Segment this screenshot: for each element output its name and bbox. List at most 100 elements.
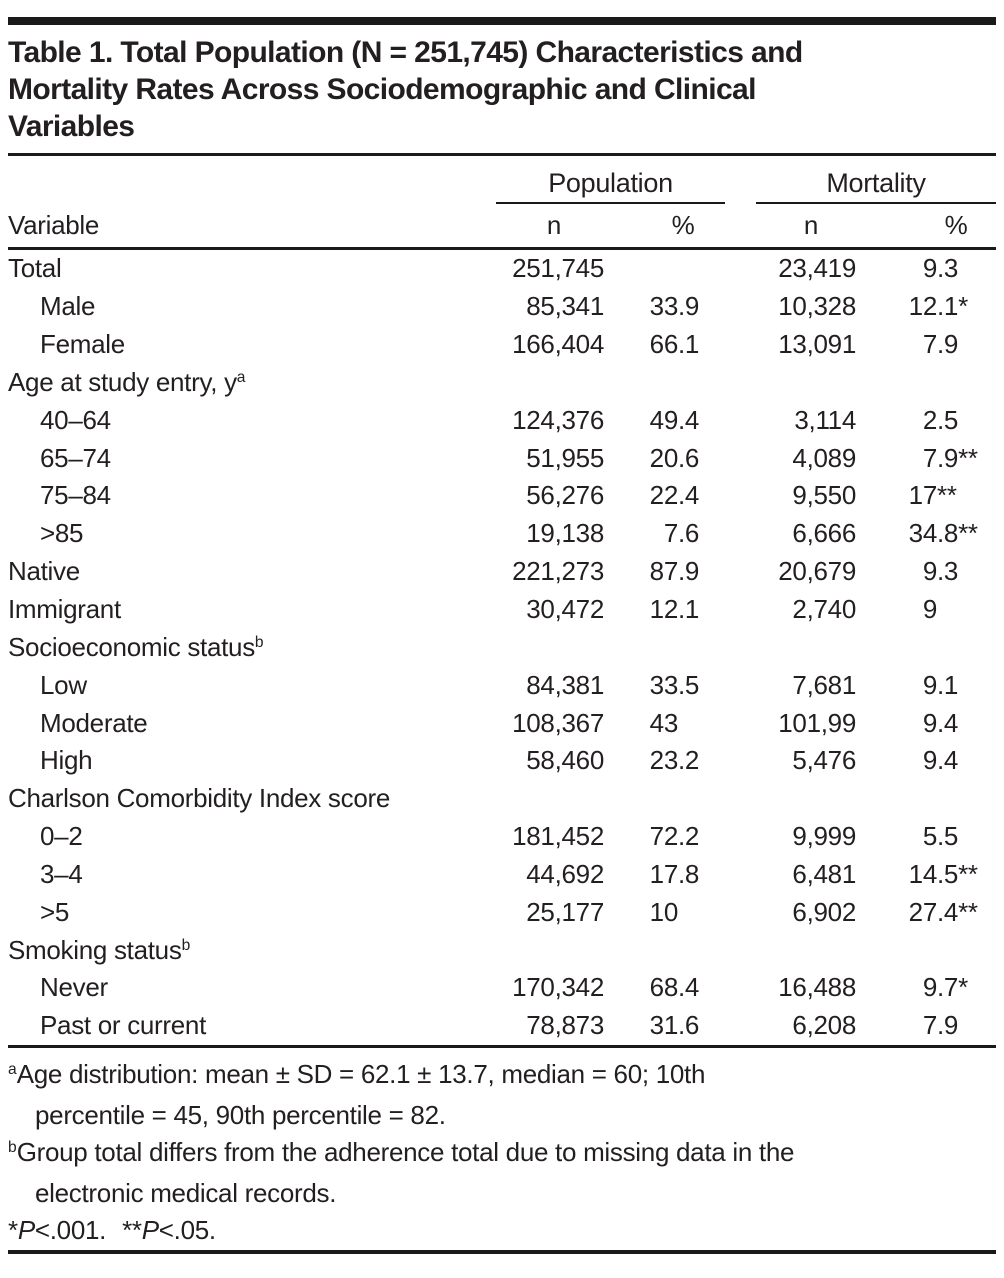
table-row: Age at study entry, ya: [8, 364, 996, 402]
table-row: Past or current 78,873 31.6 6,208 7.9: [8, 1007, 996, 1045]
title-line-3: Variables: [8, 110, 135, 143]
row-label: >85: [40, 518, 84, 549]
mortality-n: 6,902: [792, 896, 856, 927]
pct-int: 72: [649, 821, 679, 852]
footnote-marker: b: [254, 634, 264, 652]
mortality-pct: 12.1*: [860, 291, 996, 322]
mortality-pct: 7.9: [860, 1010, 996, 1041]
footnote-marker: a: [236, 369, 246, 387]
row-label: 40–64: [40, 404, 111, 435]
pct-frac: .4: [678, 972, 700, 1003]
pct-frac: .4: [937, 745, 959, 776]
pct-frac: .7*: [937, 972, 968, 1003]
row-label: 75–84: [40, 480, 111, 511]
pct-int: 33: [649, 669, 679, 700]
pct-int: 20: [649, 442, 679, 473]
mortality-n: 20,679: [778, 556, 856, 587]
row-label: Never: [40, 972, 108, 1003]
pct-int: 31: [649, 1010, 679, 1041]
mortality-n: 6,208: [792, 1010, 856, 1041]
significance-note: *P<.001. **P<.05.: [8, 1212, 996, 1249]
significance-star-2: **: [122, 1214, 142, 1245]
mortality-pct: 9.3: [860, 556, 996, 587]
pct-int: 49: [649, 404, 679, 435]
population-pct: 20.6: [610, 443, 708, 474]
footnote-b: bGroup total differs from the adherence …: [8, 1134, 996, 1212]
population-n: 78,873: [526, 1010, 604, 1041]
mortality-pct: 9.3: [860, 253, 996, 284]
row-label: Female: [40, 329, 125, 360]
pct-int: 7: [922, 442, 937, 473]
row-label: Age at study entry, ya: [8, 366, 246, 397]
pct-frac: .3: [937, 253, 959, 284]
pct-frac: .6: [678, 442, 700, 473]
row-label: 65–74: [40, 442, 111, 473]
table-row: Socioeconomic statusb: [8, 628, 996, 666]
p-value-2: <.05.: [158, 1214, 216, 1245]
table-row: Immigrant 30,472 12.1 2,740 9: [8, 591, 996, 629]
row-label: Smoking statusb: [8, 934, 191, 965]
population-n: 251,745: [512, 253, 604, 284]
mortality-n: 2,740: [792, 594, 856, 625]
pct-frac: .6: [678, 1010, 700, 1041]
mortality-n: 9,550: [792, 480, 856, 511]
pct-int: 9: [922, 669, 937, 700]
column-group-header: Population Mortality: [8, 156, 996, 204]
mortality-n: 4,089: [792, 442, 856, 473]
table-row: 3–4 44,692 17.8 6,481 14.5**: [8, 856, 996, 894]
pct-frac: .1: [678, 329, 700, 360]
footnote-b-marker: b: [8, 1139, 17, 1157]
population-n: 19,138: [526, 518, 604, 549]
population-n: 44,692: [526, 858, 604, 889]
pct-frac: .8**: [937, 518, 978, 549]
pct-int: 9: [922, 745, 937, 776]
population-n: 108,367: [512, 707, 604, 738]
pct-frac: .1*: [937, 291, 968, 322]
population-pct: 22.4: [610, 480, 708, 511]
pct-int: 66: [649, 329, 679, 360]
p-symbol-2: P: [141, 1214, 159, 1245]
mortality-pct: 2.5: [860, 405, 996, 436]
pct-frac: .9: [678, 556, 700, 587]
row-label: Native: [8, 556, 80, 587]
row-label: Total: [8, 253, 62, 284]
pct-frac: .9: [937, 329, 959, 360]
pct-int: 17: [908, 480, 938, 511]
pct-frac: .5: [937, 404, 959, 435]
mortality-n: 23,419: [778, 253, 856, 284]
table-title: Table 1. Total Population (N = 251,745) …: [8, 34, 996, 145]
population-n: 166,404: [512, 329, 604, 360]
pct-frac: .4: [678, 480, 700, 511]
pct-int: 10: [649, 896, 679, 927]
title-line-1: Table 1. Total Population (N = 251,745) …: [8, 36, 803, 69]
population-n: 30,472: [526, 594, 604, 625]
pct-frac: .1: [937, 669, 959, 700]
footnote-b-line-2: electronic medical records.: [35, 1178, 337, 1209]
pct-frac: .2: [678, 821, 700, 852]
population-pct: 10: [610, 897, 708, 928]
pct-int: 5: [922, 821, 937, 852]
pct-int: 7: [922, 329, 937, 360]
pct-int: 87: [649, 556, 679, 587]
population-pct: 7.6: [610, 518, 708, 549]
mortality-pct-header: %: [944, 210, 968, 240]
mortality-n: 10,328: [778, 291, 856, 322]
footnote-b-line-1: bGroup total differs from the adherence …: [8, 1134, 996, 1176]
pct-frac: .9: [678, 291, 700, 322]
footnotes: aAge distribution: mean ± SD = 62.1 ± 13…: [8, 1048, 996, 1249]
row-label: >5: [40, 896, 70, 927]
pct-frac: .3: [937, 556, 959, 587]
top-rule: [8, 17, 996, 25]
table-row: Moderate 108,367 43 101,99 9.4: [8, 704, 996, 742]
mortality-pct: 9.1: [860, 670, 996, 701]
table-row: Total 251,745 23,419 9.3: [8, 250, 996, 288]
mortality-pct: 9.7*: [860, 972, 996, 1003]
table-row: Never 170,342 68.4 16,488 9.7*: [8, 969, 996, 1007]
mortality-n: 6,666: [792, 518, 856, 549]
table-row: 40–64 124,376 49.4 3,114 2.5: [8, 401, 996, 439]
mortality-n: 7,681: [792, 669, 856, 700]
mortality-n: 6,481: [792, 858, 856, 889]
row-label: Past or current: [40, 1010, 207, 1041]
table-row: Charlson Comorbidity Index score: [8, 780, 996, 818]
mortality-group-header: Mortality: [756, 168, 996, 204]
